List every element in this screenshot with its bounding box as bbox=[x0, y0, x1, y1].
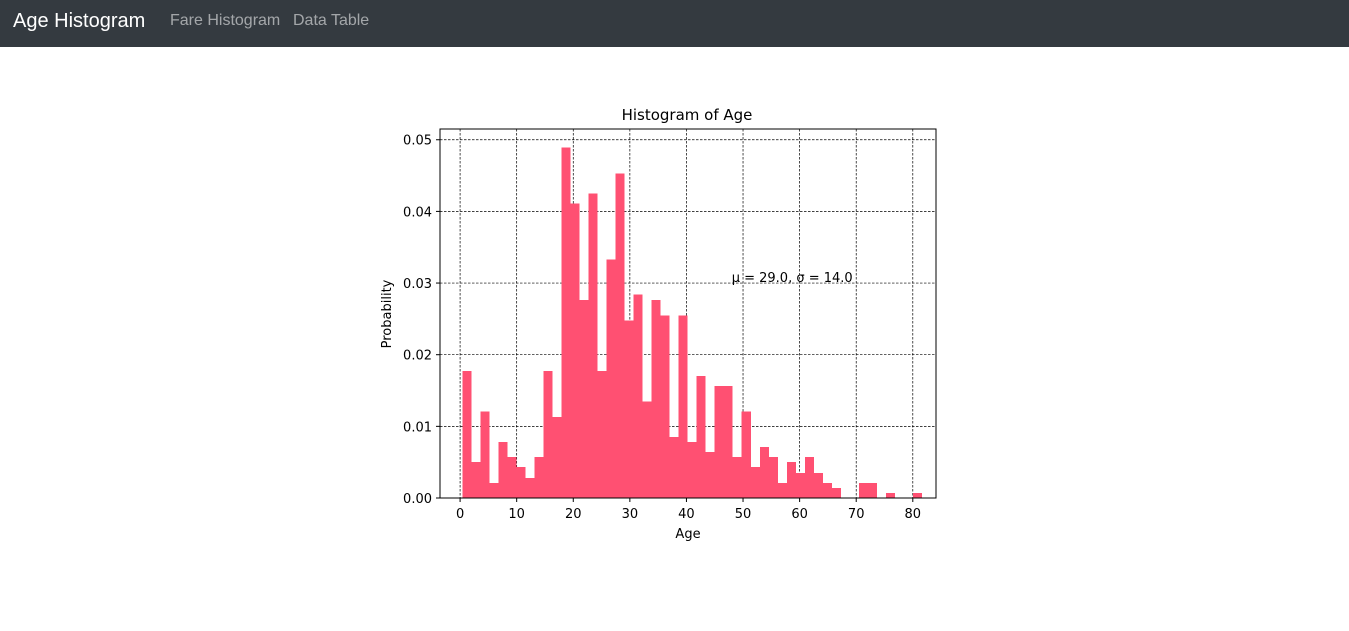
x-tick-label: 20 bbox=[565, 507, 582, 522]
histogram-bar bbox=[579, 300, 589, 498]
histogram-bar bbox=[633, 294, 643, 498]
histogram-bar bbox=[912, 492, 922, 498]
x-tick-label: 50 bbox=[735, 507, 752, 522]
histogram-bar bbox=[678, 315, 688, 498]
navbar: Age Histogram Fare Histogram Data Table bbox=[0, 0, 1349, 47]
histogram-bar bbox=[597, 371, 607, 498]
histogram-bar bbox=[498, 442, 508, 498]
histogram-bar bbox=[795, 472, 805, 498]
histogram-bar bbox=[732, 457, 742, 498]
histogram-bar bbox=[705, 452, 715, 498]
x-tick-label: 70 bbox=[848, 507, 865, 522]
histogram-bar bbox=[813, 472, 823, 498]
histogram-bar bbox=[759, 447, 769, 498]
histogram-bar bbox=[714, 386, 724, 498]
histogram-bar bbox=[489, 482, 499, 498]
histogram-bar bbox=[723, 386, 733, 498]
x-axis-label: Age bbox=[675, 527, 700, 542]
x-tick-label: 10 bbox=[508, 507, 525, 522]
histogram-bar bbox=[831, 487, 841, 498]
x-tick-label: 40 bbox=[678, 507, 695, 522]
histogram-bar bbox=[543, 371, 553, 498]
histogram-bar bbox=[642, 401, 652, 498]
histogram-bar bbox=[651, 300, 661, 498]
histogram-bar bbox=[525, 477, 535, 498]
y-tick-label: 0.05 bbox=[403, 134, 432, 149]
age-histogram-chart: Histogram of Age 0 10 20 30 40 50 60 70 80 0.000… bbox=[380, 106, 937, 542]
histogram-bar bbox=[462, 371, 472, 498]
histogram-bar bbox=[885, 492, 895, 498]
histogram-bar bbox=[696, 376, 706, 498]
histogram-bar bbox=[624, 320, 634, 498]
x-axis-ticks: 0 10 20 30 40 50 60 70 80 bbox=[456, 498, 921, 522]
x-tick-label: 0 bbox=[456, 507, 464, 522]
histogram-bar bbox=[534, 457, 544, 498]
y-tick-label: 0.00 bbox=[403, 492, 432, 507]
histogram-bar bbox=[822, 482, 832, 498]
bars bbox=[462, 147, 922, 499]
histogram-bar bbox=[588, 193, 598, 498]
histogram-bar bbox=[804, 457, 814, 498]
nav-link-data-table[interactable]: Data Table bbox=[293, 12, 370, 29]
histogram-bar bbox=[741, 411, 751, 498]
histogram-bar bbox=[867, 482, 877, 498]
histogram-bar bbox=[507, 457, 517, 498]
y-tick-label: 0.01 bbox=[403, 420, 432, 435]
histogram-bar bbox=[768, 457, 778, 498]
plot-frame bbox=[439, 128, 937, 499]
histogram-bar bbox=[516, 467, 526, 498]
histogram-bar bbox=[660, 315, 670, 498]
histogram-bar bbox=[471, 462, 481, 498]
y-tick-label: 0.04 bbox=[403, 205, 432, 220]
histogram-bar bbox=[606, 259, 616, 498]
histogram-bar bbox=[552, 417, 562, 498]
x-tick-label: 30 bbox=[622, 507, 639, 522]
histogram-bar bbox=[615, 173, 625, 499]
x-tick-label: 60 bbox=[791, 507, 808, 522]
histogram-bar bbox=[570, 203, 580, 498]
y-tick-label: 0.02 bbox=[403, 349, 432, 364]
histogram-bar bbox=[786, 462, 796, 498]
histogram-bar bbox=[687, 442, 697, 498]
histogram-bar bbox=[858, 482, 868, 498]
y-axis-label: Probability bbox=[380, 279, 395, 348]
histogram-bar bbox=[777, 482, 787, 498]
histogram-bar bbox=[480, 411, 490, 498]
histogram-bar bbox=[561, 147, 571, 498]
y-axis-ticks: 0.00 0.01 0.02 0.03 0.04 0.05 bbox=[403, 134, 440, 507]
navbar-brand[interactable]: Age Histogram bbox=[13, 10, 146, 32]
histogram-bar bbox=[750, 467, 760, 498]
histogram-bar bbox=[669, 437, 679, 498]
y-tick-label: 0.03 bbox=[403, 277, 432, 292]
chart-container: Histogram of Age 0 10 20 30 40 50 60 70 80 0.00 0… bbox=[0, 47, 1349, 627]
stats-annotation: μ = 29.0, σ = 14.0 bbox=[732, 271, 853, 286]
nav-link-fare-histogram[interactable]: Fare Histogram bbox=[170, 12, 281, 29]
chart-title: Histogram of Age bbox=[622, 106, 753, 124]
x-tick-label: 80 bbox=[905, 507, 922, 522]
